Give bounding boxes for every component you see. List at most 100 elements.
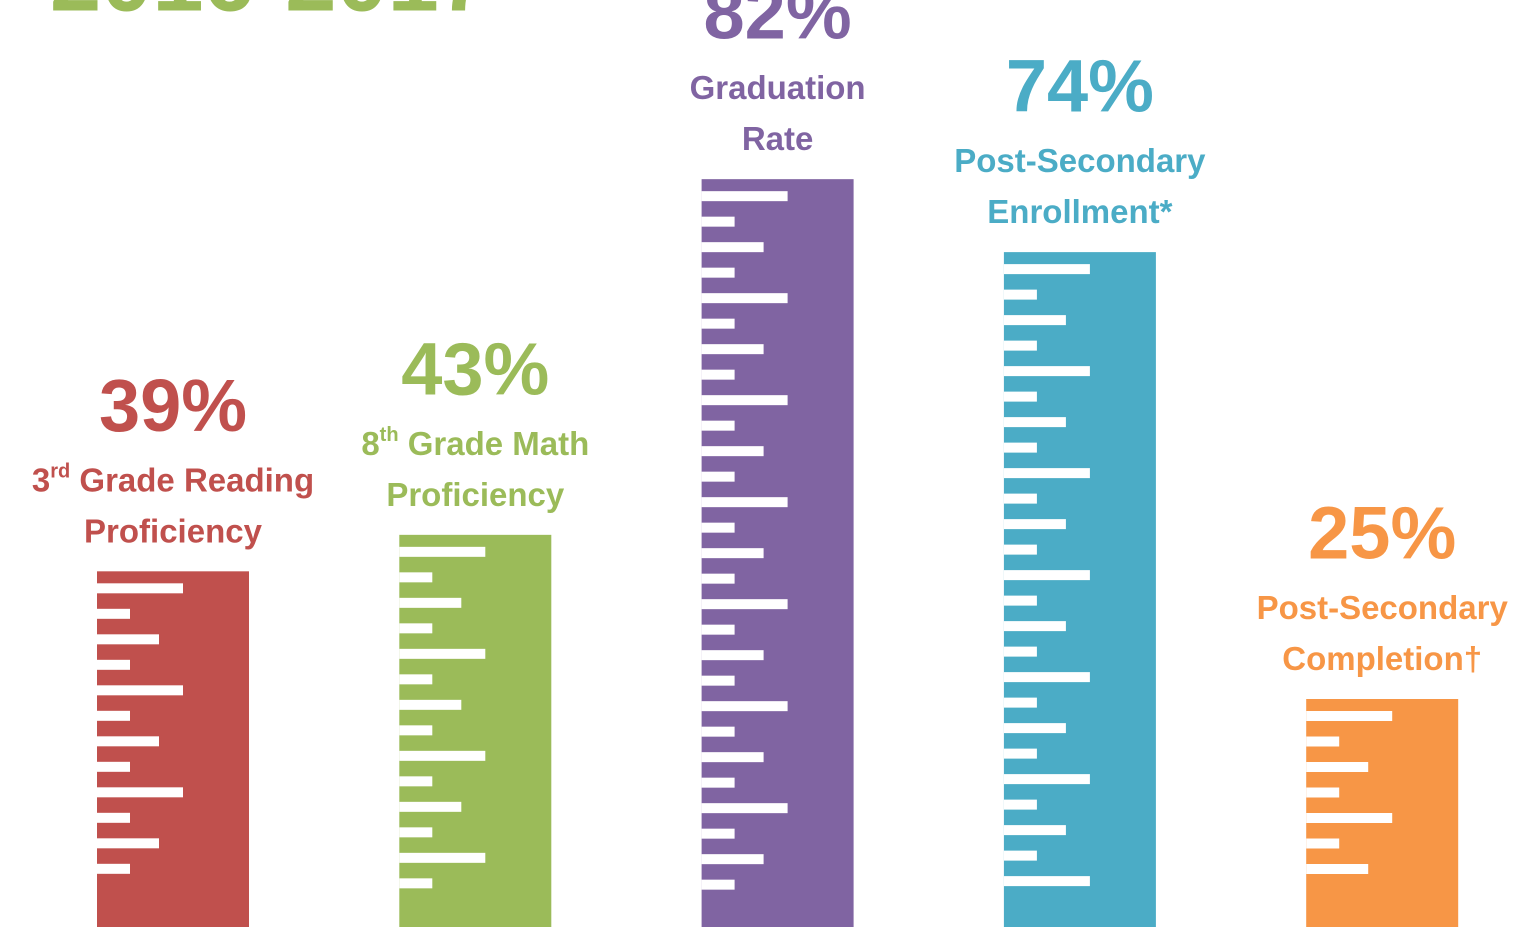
category-label-group: Post-Secondary Completion† — [1257, 589, 1509, 677]
ruler-stripe — [399, 572, 433, 583]
ruler-stripe — [1003, 825, 1066, 836]
ruler-stripe — [1306, 762, 1369, 772]
ruler-stripe — [701, 471, 735, 482]
ruler-stripe — [701, 599, 788, 610]
ruler-stripe — [1003, 340, 1037, 351]
ruler-stripe — [399, 852, 486, 863]
ruler-stripe — [399, 827, 433, 838]
ruler-stripe — [97, 838, 159, 849]
category-label-group: Graduation Rate — [690, 69, 866, 157]
ruler-stripe — [1306, 838, 1340, 849]
ruler-stripe — [97, 736, 159, 747]
ruler-stripe — [701, 191, 788, 202]
category-label: 3rd Grade Reading Proficiency — [32, 461, 314, 549]
ruler-stripe — [399, 878, 433, 889]
ruler-stripe — [1003, 544, 1037, 555]
ruler-stripe — [399, 750, 486, 761]
ruler-stripe — [1003, 621, 1066, 632]
ruler-stripe — [1003, 723, 1066, 734]
ruler-stripe — [701, 675, 735, 686]
ruler-stripe — [1306, 864, 1369, 874]
ruler-stripe — [701, 216, 735, 227]
ruler-stripe — [399, 674, 433, 685]
ruler-stripe — [399, 648, 486, 659]
ruler-stripe — [701, 293, 788, 304]
category-label-group: Post-Secondary Enrollment* — [954, 142, 1206, 230]
ruler-stripe — [701, 267, 735, 278]
ruler-stripe — [1003, 697, 1037, 708]
ruler-stripe — [1003, 468, 1090, 479]
ruler-stripe — [97, 787, 183, 798]
ruler-stripe — [701, 879, 735, 890]
ruler-stripe — [701, 395, 788, 406]
ruler-stripe — [701, 624, 735, 635]
ruler-stripe — [399, 699, 462, 710]
ruler-stripe — [399, 801, 462, 812]
chart-title: 2016-2017 — [50, 0, 490, 30]
ruler-stripe — [399, 725, 433, 736]
ruler-stripe — [701, 548, 764, 559]
ruler-stripe — [1003, 366, 1090, 377]
ruler-stripe — [97, 659, 130, 670]
ruler-stripe — [1003, 850, 1037, 861]
value-label: 39% — [99, 364, 247, 447]
ruler-stripe — [1003, 442, 1037, 453]
ruler-stripe — [1003, 417, 1066, 428]
ruler-stripe — [1306, 711, 1393, 721]
ruler-stripe — [1003, 493, 1037, 504]
ruler-stripe — [701, 726, 735, 737]
ruler-stripe — [701, 803, 788, 814]
category-label: Post-Secondary Completion† — [1257, 589, 1509, 677]
ruler-stripe — [97, 812, 130, 823]
ruler-stripe — [1003, 774, 1090, 785]
ruler-stripe — [1003, 672, 1090, 683]
ruler-stripe — [1003, 595, 1037, 606]
ruler-stripe — [399, 623, 433, 634]
ruler-stripe — [701, 420, 735, 431]
ruler-stripe — [1003, 391, 1037, 402]
ruler-stripe — [1003, 646, 1037, 657]
ruler-stripe — [1306, 813, 1393, 823]
ruler-stripe — [399, 776, 433, 787]
ruler-stripe — [97, 634, 159, 645]
value-label: 74% — [1006, 45, 1154, 128]
bar — [1003, 252, 1156, 927]
ruler-stripe — [1003, 570, 1090, 581]
ruler-stripe — [701, 854, 764, 865]
ruler-stripe — [701, 242, 764, 253]
category-label-group: 3rd Grade Reading Proficiency — [32, 461, 314, 549]
ruler-stripe — [97, 685, 183, 696]
category-label: Post-Secondary Enrollment* — [954, 142, 1206, 230]
value-label: 25% — [1308, 492, 1456, 575]
ruler-stripe — [97, 761, 130, 772]
category-label-group: 8th Grade Math Proficiency — [361, 424, 589, 512]
ruler-stripe — [701, 318, 735, 329]
ruler-stripe — [1003, 315, 1066, 326]
ruler-stripe — [97, 583, 183, 594]
value-label: 43% — [401, 327, 549, 410]
ruler-stripe — [701, 522, 735, 533]
ruler-stripe — [97, 608, 130, 619]
ruler-stripe — [701, 777, 735, 788]
ruler-stripe — [1306, 736, 1340, 747]
ruler-stripe — [1003, 799, 1037, 810]
ruler-stripe — [701, 828, 735, 839]
ruler-stripe — [1003, 876, 1090, 887]
value-label: 82% — [704, 0, 852, 55]
ruler-stripe — [1003, 519, 1066, 530]
ruler-stripe — [701, 752, 764, 763]
ruler-stripe — [701, 497, 788, 508]
ruler-stripe — [701, 344, 764, 355]
category-label: Graduation Rate — [690, 69, 866, 157]
ruler-stripe — [399, 546, 486, 557]
ruler-stripe — [97, 863, 130, 874]
ruler-stripe — [1306, 787, 1340, 798]
category-label: 8th Grade Math Proficiency — [361, 424, 589, 512]
ruler-stripe — [701, 573, 735, 584]
ruler-stripe — [1003, 264, 1090, 275]
ruler-stripe — [701, 650, 764, 661]
ruler-stripe — [701, 446, 764, 457]
ruler-stripe — [701, 701, 788, 712]
ruler-stripe — [701, 369, 735, 380]
ruler-stripe — [97, 710, 130, 721]
